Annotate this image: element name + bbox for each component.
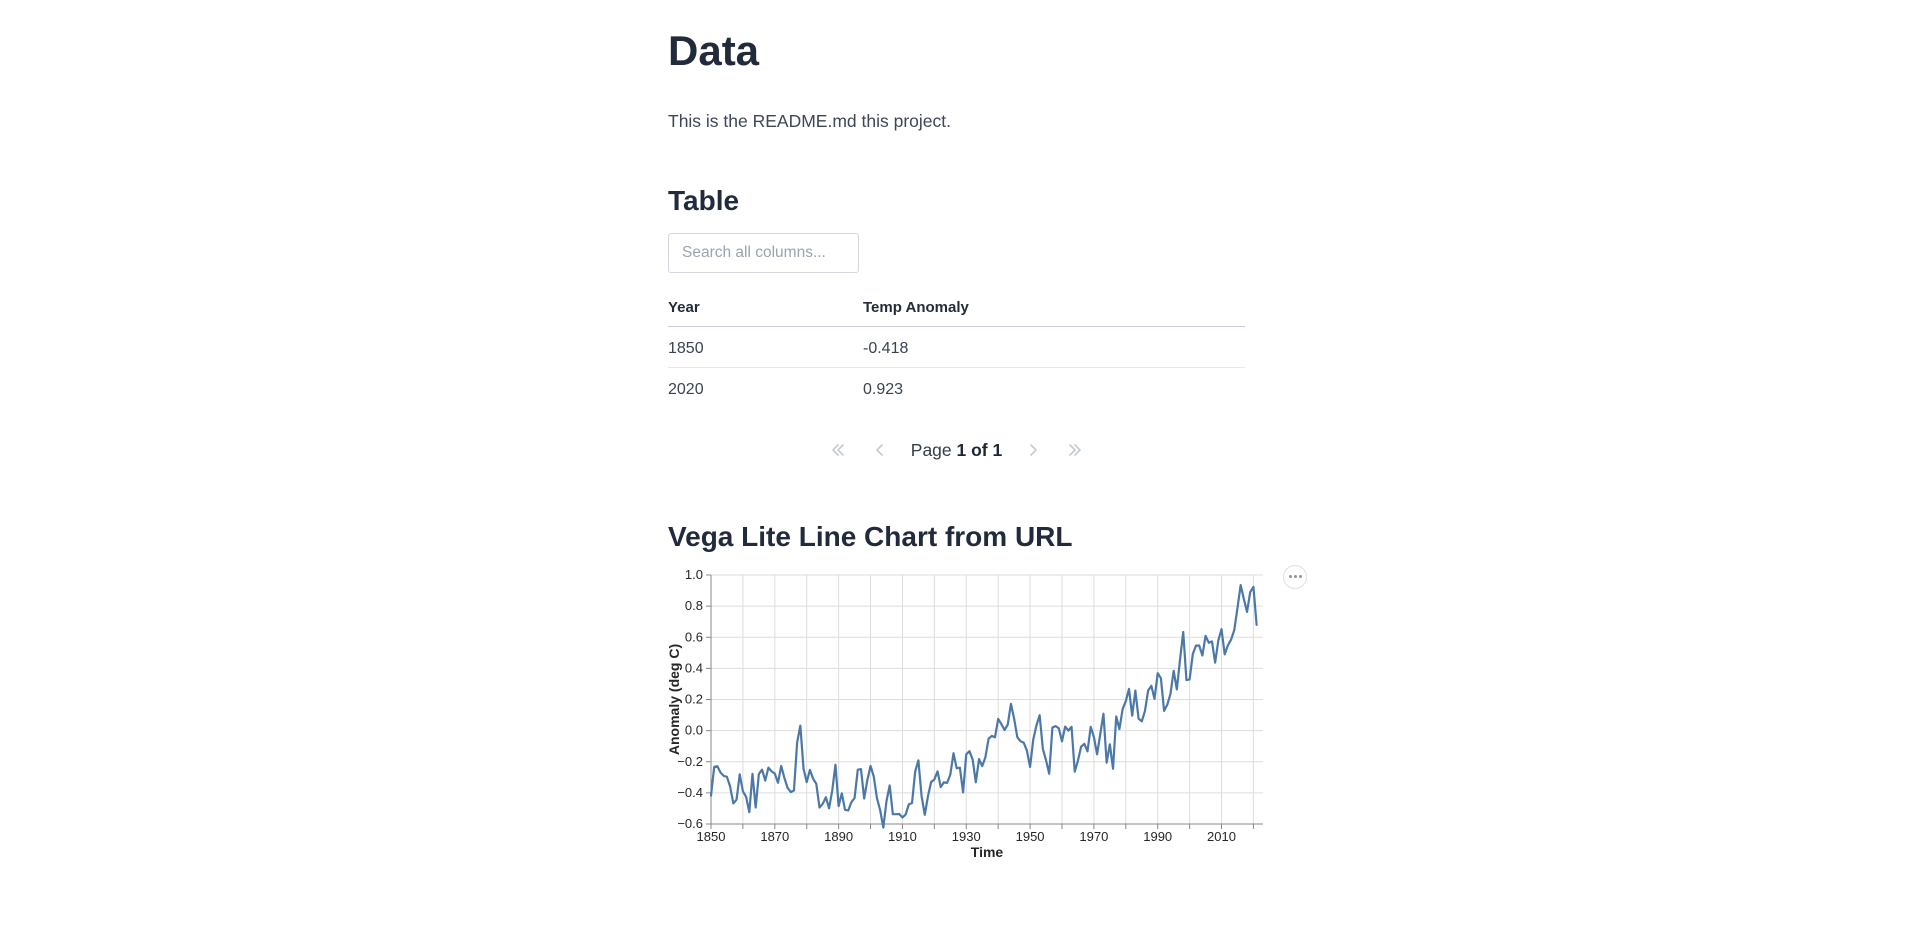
svg-text:1910: 1910 [888, 829, 917, 844]
svg-text:Time: Time [971, 844, 1004, 860]
first-page-button[interactable] [827, 439, 849, 461]
table-cell: 1850 [668, 326, 863, 369]
svg-text:1970: 1970 [1079, 829, 1108, 844]
svg-text:0.4: 0.4 [685, 660, 703, 675]
chart-actions-button[interactable] [1283, 564, 1307, 589]
data-table: Year Temp Anomaly 1850 -0.418 2020 0.923 [668, 291, 1245, 408]
table-row: 2020 0.923 [668, 368, 1245, 409]
svg-text:1930: 1930 [952, 829, 981, 844]
chevron-left-icon [870, 440, 890, 460]
svg-text:1950: 1950 [1016, 829, 1045, 844]
svg-text:−0.2: −0.2 [677, 754, 703, 769]
table-cell: 2020 [668, 381, 704, 399]
svg-text:Anomaly (deg C): Anomaly (deg C) [666, 644, 682, 755]
page-container: Data This is the README.md this project.… [666, 27, 1328, 885]
table-row: 1850 -0.418 [668, 326, 1245, 369]
table-body: 1850 -0.418 2020 0.923 [668, 326, 1245, 409]
page-indicator-label: Page [910, 439, 957, 460]
table-cell: 0.923 [863, 381, 904, 399]
page-indicator: Page 1 of 1 [911, 440, 1002, 461]
line-chart: 1850 1870 1890 1910 1930 1950 1970 1990 2010 −0.6… [666, 567, 1263, 860]
table-cell: -0.418 [863, 326, 1245, 369]
readme-text: This is the README.md this project. [668, 111, 951, 132]
next-page-button[interactable] [1022, 439, 1044, 461]
svg-text:0.0: 0.0 [685, 723, 703, 738]
svg-text:0.6: 0.6 [685, 629, 703, 644]
search-input[interactable] [668, 233, 859, 274]
svg-text:−0.4: −0.4 [677, 785, 703, 800]
svg-text:1870: 1870 [760, 829, 789, 844]
column-header-temp-anomaly: Temp Anomaly [863, 291, 1245, 328]
svg-text:1890: 1890 [824, 829, 853, 844]
column-header-year: Year [668, 291, 863, 328]
double-chevron-right-icon [1065, 440, 1085, 460]
chart-container: 1850 1870 1890 1910 1930 1950 1970 1990 2010 −0.6… [666, 564, 1328, 885]
table-section-heading: Table [668, 184, 740, 216]
page-title: Data [668, 27, 760, 74]
svg-text:2010: 2010 [1207, 829, 1236, 844]
svg-text:1990: 1990 [1143, 829, 1172, 844]
last-page-button[interactable] [1064, 439, 1086, 461]
svg-text:0.2: 0.2 [685, 691, 703, 706]
ellipsis-icon [1288, 575, 1292, 579]
previous-page-button[interactable] [869, 439, 891, 461]
svg-text:0.8: 0.8 [685, 598, 703, 613]
svg-text:1.0: 1.0 [685, 567, 703, 582]
chart-section-heading: Vega Lite Line Chart from URL [668, 521, 1073, 553]
svg-text:1850: 1850 [697, 829, 726, 844]
pagination: Page 1 of 1 [668, 430, 1245, 470]
double-chevron-left-icon [828, 440, 848, 460]
chevron-right-icon [1023, 440, 1043, 460]
svg-text:−0.6: −0.6 [677, 816, 703, 831]
table-header: Year Temp Anomaly [668, 291, 1245, 328]
page-indicator-value: 1 of 1 [956, 439, 1003, 460]
